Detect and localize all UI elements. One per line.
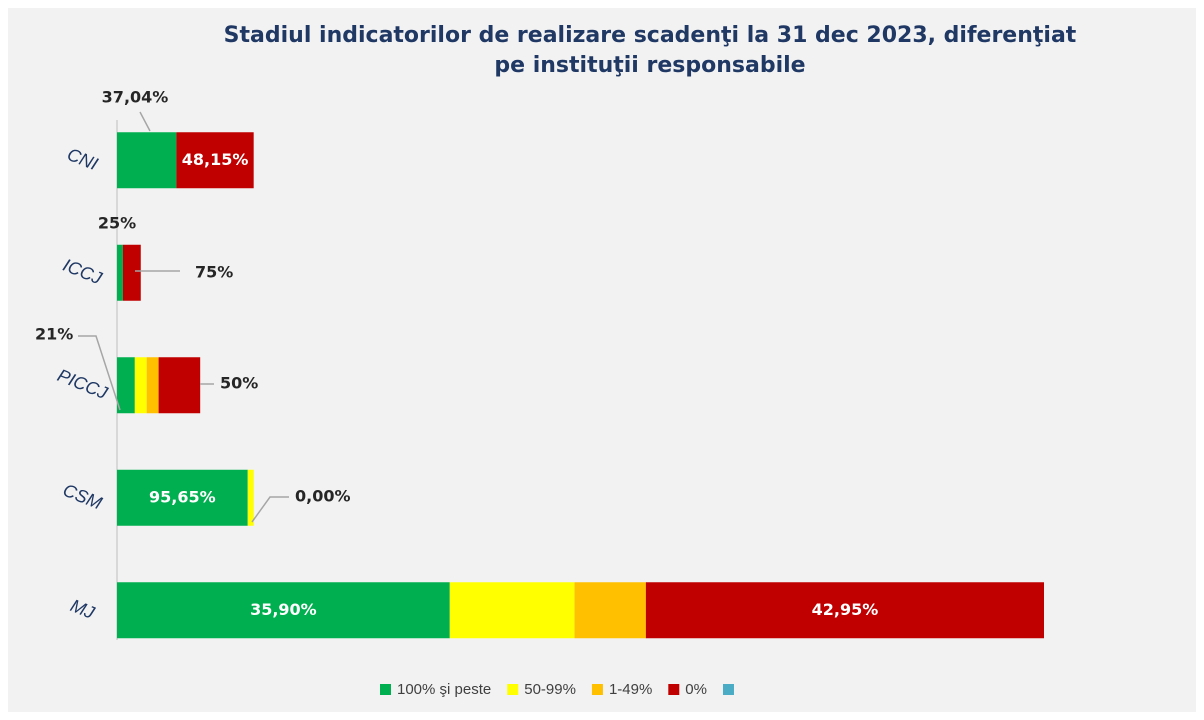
- bar-segment: [247, 469, 254, 526]
- bar-segment: [158, 357, 201, 414]
- bar-segment: [134, 357, 147, 414]
- leader-line: [78, 335, 121, 411]
- legend-swatch: [591, 684, 603, 695]
- legend-label: 100% şi peste: [397, 681, 491, 698]
- data-label: 48,15%: [182, 150, 249, 169]
- data-label: 0,00%: [295, 487, 351, 506]
- bar-segment: [146, 357, 159, 414]
- bar-segment: [117, 132, 177, 189]
- bar-segment: [449, 582, 575, 639]
- bar-segment: [117, 357, 135, 414]
- bar-segment: [122, 244, 141, 301]
- bar-segment: [117, 469, 248, 526]
- bar-segment: [117, 244, 123, 301]
- chart-subtitle: pe instituţii responsabile: [494, 53, 805, 78]
- bar-segment: [574, 582, 646, 639]
- bar-segment: [117, 582, 450, 639]
- legend-label: 0%: [685, 681, 707, 698]
- legend-label: 50-99%: [524, 681, 576, 698]
- data-label: 95,65%: [149, 487, 216, 506]
- legend-swatch: [507, 684, 519, 695]
- bar-segment: [176, 132, 254, 189]
- data-label: 25%: [98, 214, 136, 233]
- data-label: 50%: [220, 374, 258, 393]
- legend-swatch: [380, 684, 391, 695]
- legend-swatch: [722, 684, 734, 695]
- leader-line: [139, 111, 151, 132]
- chart-title: Stadiul indicatorilor de realizare scade…: [224, 23, 1077, 48]
- data-label: 21%: [35, 325, 73, 344]
- data-label: 37,04%: [102, 88, 169, 107]
- data-label: 42,95%: [812, 600, 879, 619]
- legend-swatch: [668, 684, 680, 695]
- leader-line: [251, 496, 289, 523]
- legend-label: 1-49%: [609, 681, 652, 698]
- bar-segment: [645, 582, 1044, 639]
- data-label: 35,90%: [250, 600, 317, 619]
- data-label: 75%: [195, 263, 233, 282]
